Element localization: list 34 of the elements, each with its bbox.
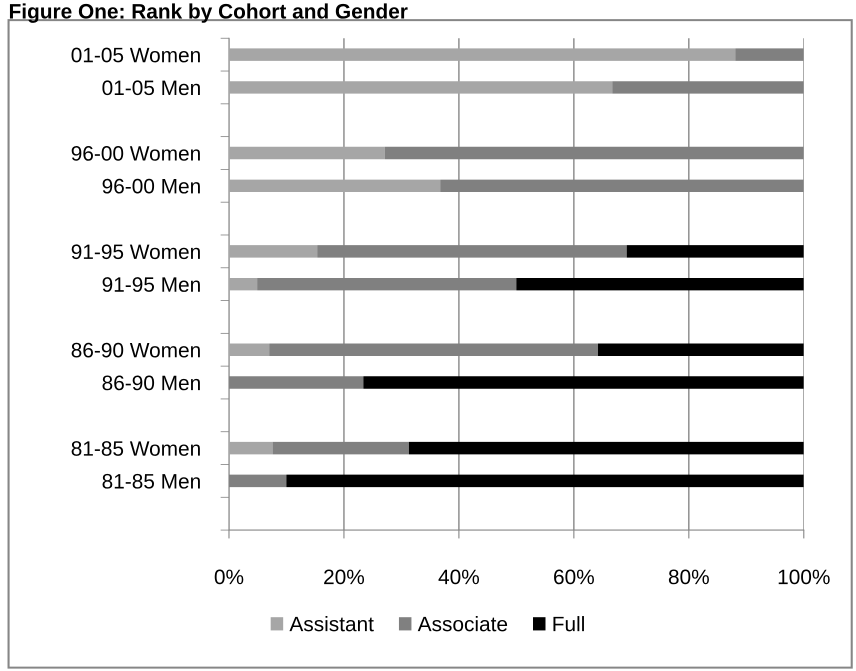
y-tick-label: 91-95 Men	[102, 277, 200, 292]
y-tick-label: 86-90 Women	[72, 342, 200, 358]
legend-label: Assistant	[289, 616, 374, 632]
bar	[626, 245, 804, 258]
chart-title: Figure One: Rank by Cohort and Gender	[10, 3, 408, 23]
bar	[228, 278, 258, 290]
bar	[286, 474, 804, 488]
y-tick-label: 91-95 Women	[72, 244, 200, 260]
y-tick-label: 96-00 Women	[72, 146, 200, 161]
y-tick-label: 81-85 Men	[102, 474, 200, 489]
bar	[598, 344, 804, 356]
y-tick-label: 96-00 Men	[102, 178, 200, 194]
bar	[363, 376, 804, 389]
y-tick-label: 01-05 Women	[72, 48, 200, 62]
y-tick-label: 01-05 Men	[102, 80, 200, 96]
y-tick-label: 86-90 Men	[102, 376, 200, 390]
bar	[228, 344, 270, 356]
legend-label: Associate	[418, 616, 508, 632]
bar	[228, 146, 385, 160]
x-tick-label: 80%	[668, 570, 709, 584]
x-tick-label: 40%	[438, 570, 480, 584]
x-tick-label: 20%	[324, 570, 364, 584]
x-tick-label: 100%	[778, 570, 830, 584]
bar	[228, 245, 318, 258]
bar	[228, 442, 273, 454]
bar	[228, 48, 736, 61]
x-tick-label: 0%	[214, 570, 244, 584]
x-tick-label: 60%	[554, 570, 594, 584]
legend-label: Full	[553, 616, 584, 632]
y-tick-label: 81-85 Women	[72, 441, 200, 456]
bar	[516, 278, 804, 290]
bar	[228, 180, 441, 192]
bar	[228, 81, 612, 94]
bar	[408, 442, 804, 454]
